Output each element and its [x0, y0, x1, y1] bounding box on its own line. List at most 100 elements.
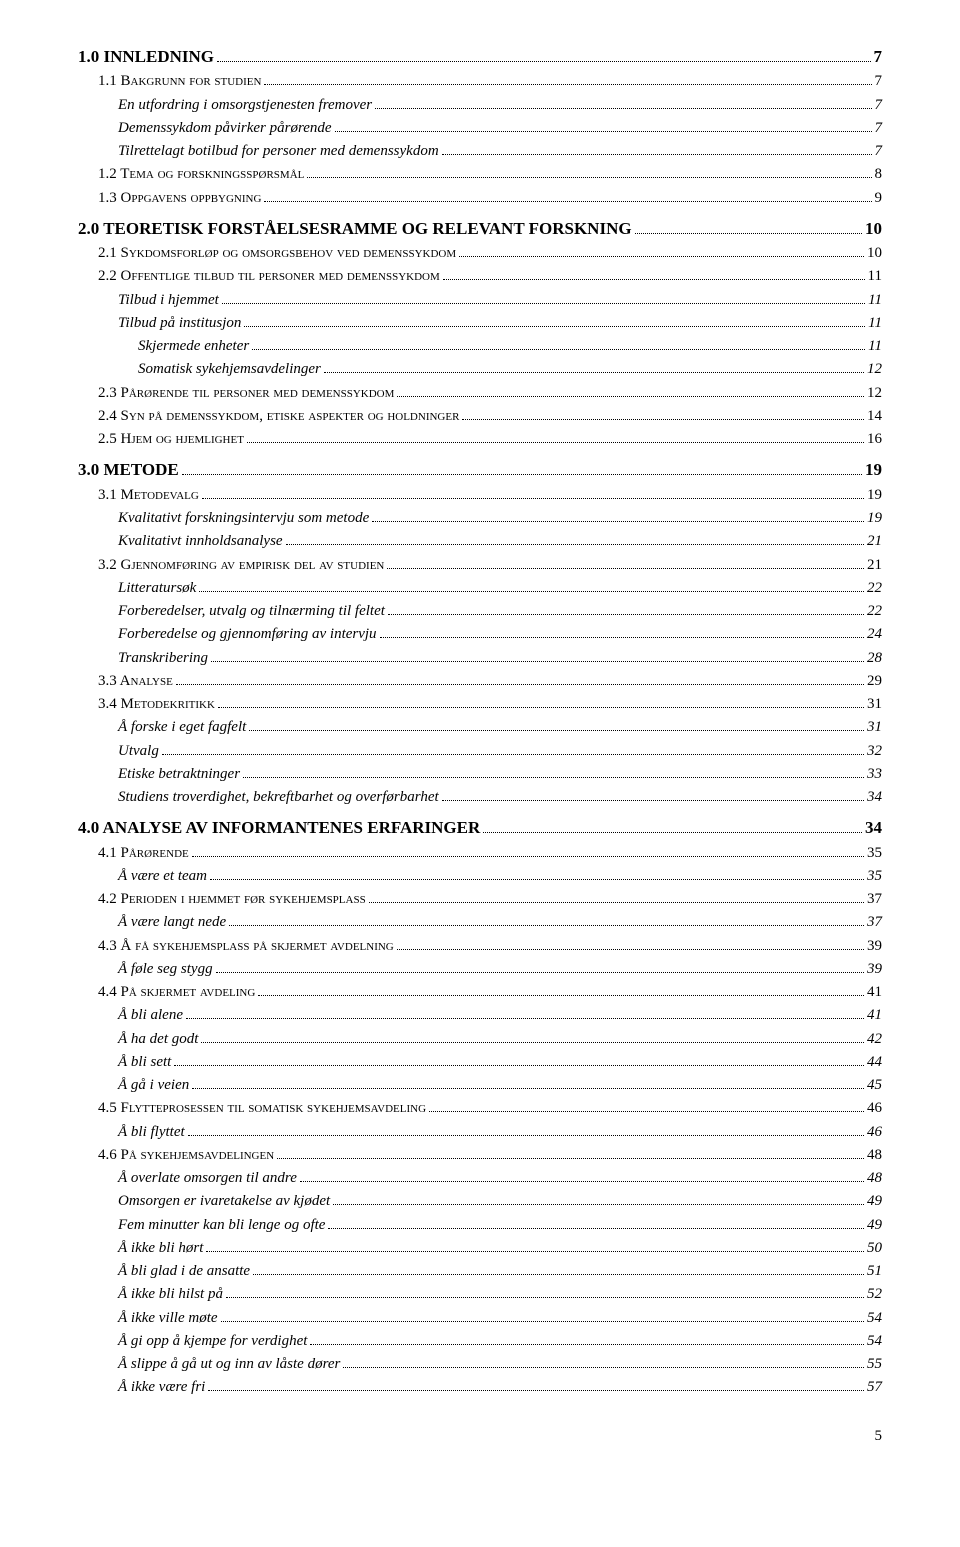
toc-entry-page: 22	[867, 577, 882, 600]
toc-dot-leader	[443, 268, 865, 281]
toc-entry: 3.4 Metodekritikk31	[78, 693, 882, 716]
toc-entry: Studiens troverdighet, bekreftbarhet og …	[78, 786, 882, 809]
toc-entry-page: 7	[875, 70, 883, 93]
toc-entry-page: 24	[867, 623, 882, 646]
toc-dot-leader	[199, 579, 864, 592]
toc-dot-leader	[249, 719, 864, 732]
toc-entry-page: 19	[867, 507, 882, 530]
toc-entry: 4.6 På sykehjemsavdelingen48	[78, 1144, 882, 1167]
toc-entry-label: Å være et team	[118, 865, 207, 888]
toc-entry: 1.3 Oppgavens oppbygning9	[78, 187, 882, 210]
toc-entry: Transkribering28	[78, 647, 882, 670]
toc-dot-leader	[442, 142, 872, 155]
toc-entry: Tilbud på institusjon 11	[78, 312, 882, 335]
toc-entry: Kvalitativt innholdsanalyse21	[78, 530, 882, 553]
toc-entry-label: Å bli flyttet	[118, 1121, 185, 1144]
toc-dot-leader	[218, 695, 864, 708]
toc-entry-label: Å ikke være fri	[118, 1376, 205, 1399]
toc-dot-leader	[192, 844, 864, 857]
toc-entry: Utvalg 32	[78, 740, 882, 763]
toc-entry-label: 2.1 Sykdomsforløp og omsorgsbehov ved de…	[98, 242, 456, 265]
toc-entry: 3.2 Gjennomføring av empirisk del av stu…	[78, 554, 882, 577]
toc-entry-label: Å bli glad i de ansatte	[118, 1260, 250, 1283]
toc-entry: Å ikke ville møte54	[78, 1307, 882, 1330]
toc-dot-leader	[397, 937, 864, 950]
toc-entry-label: Å gå i veien	[118, 1074, 189, 1097]
toc-dot-leader	[192, 1076, 864, 1089]
toc-dot-leader	[429, 1100, 864, 1113]
toc-dot-leader	[176, 672, 864, 685]
toc-entry: Forberedelse og gjennomføring av intervj…	[78, 623, 882, 646]
toc-entry-page: 48	[867, 1144, 882, 1167]
toc-entry-label: Å gi opp å kjempe for verdighet	[118, 1330, 307, 1353]
toc-dot-leader	[310, 1332, 864, 1345]
toc-entry-label: Utvalg	[118, 740, 159, 763]
toc-dot-leader	[210, 867, 864, 880]
toc-entry: 4.0 ANALYSE AV INFORMANTENES ERFARINGER3…	[78, 815, 882, 841]
toc-entry-page: 37	[867, 911, 882, 934]
toc-dot-leader	[264, 73, 871, 86]
toc-entry-page: 22	[867, 600, 882, 623]
toc-entry-label: 2.4 Syn på demenssykdom, etiske aspekter…	[98, 405, 459, 428]
toc-entry: Å være et team 35	[78, 865, 882, 888]
toc-entry-page: 11	[868, 312, 882, 335]
toc-dot-leader	[286, 533, 864, 546]
toc-entry-page: 41	[867, 981, 882, 1004]
toc-entry-page: 44	[867, 1051, 882, 1074]
toc-entry-page: 46	[867, 1121, 882, 1144]
toc-dot-leader	[324, 361, 864, 374]
toc-entry: Å bli flyttet 46	[78, 1121, 882, 1144]
toc-entry-page: 37	[867, 888, 882, 911]
toc-entry-label: Å forske i eget fagfelt	[118, 716, 246, 739]
toc-entry: Skjermede enheter11	[78, 335, 882, 358]
toc-dot-leader	[229, 914, 864, 927]
toc-dot-leader	[372, 509, 864, 522]
toc-entry-label: Tilbud på institusjon	[118, 312, 241, 335]
toc-entry-label: Etiske betraktninger	[118, 763, 240, 786]
toc-entry: Å gi opp å kjempe for verdighet 54	[78, 1330, 882, 1353]
toc-entry-label: Transkribering	[118, 647, 208, 670]
toc-entry: Etiske betraktninger33	[78, 763, 882, 786]
toc-entry-page: 39	[867, 935, 882, 958]
toc-entry-page: 55	[867, 1353, 882, 1376]
toc-dot-leader	[258, 983, 864, 996]
toc-entry: 4.1 Pårørende35	[78, 842, 882, 865]
toc-dot-leader	[375, 96, 871, 109]
toc-entry-label: 1.3 Oppgavens oppbygning	[98, 187, 261, 210]
toc-entry: 2.3 Pårørende til personer med demenssyk…	[78, 382, 882, 405]
toc-entry-page: 19	[865, 457, 882, 483]
toc-entry-page: 45	[867, 1074, 882, 1097]
toc-entry: 1.1 Bakgrunn for studien7	[78, 70, 882, 93]
toc-entry: 2.2 Offentlige tilbud til personer med d…	[78, 265, 882, 288]
toc-dot-leader	[216, 960, 864, 973]
toc-entry-label: 3.2 Gjennomføring av empirisk del av stu…	[98, 554, 384, 577]
toc-dot-leader	[307, 166, 871, 179]
toc-entry-page: 10	[865, 216, 882, 242]
toc-entry-page: 34	[865, 815, 882, 841]
toc-entry-page: 11	[868, 289, 882, 312]
toc-entry-label: Å bli sett	[118, 1051, 171, 1074]
toc-entry: En utfordring i omsorgstjenesten fremove…	[78, 94, 882, 117]
toc-entry-label: 2.5 Hjem og hjemlighet	[98, 428, 244, 451]
toc-dot-leader	[343, 1355, 864, 1368]
toc-dot-leader	[335, 119, 872, 132]
toc-entry-page: 32	[867, 740, 882, 763]
toc-dot-leader	[253, 1262, 864, 1275]
toc-entry: Å ikke bli hilst på52	[78, 1283, 882, 1306]
toc-entry: Forberedelser, utvalg og tilnærming til …	[78, 600, 882, 623]
toc-entry-page: 10	[867, 242, 882, 265]
toc-dot-leader	[206, 1239, 864, 1252]
toc-dot-leader	[252, 337, 865, 350]
toc-entry: 4.3 Å få sykehjemsplass på skjermet avde…	[78, 935, 882, 958]
toc-entry-page: 35	[867, 865, 882, 888]
toc-entry-page: 54	[867, 1330, 882, 1353]
toc-entry-page: 41	[867, 1004, 882, 1027]
toc-entry: Å slippe å gå ut og inn av låste dører55	[78, 1353, 882, 1376]
toc-entry-label: 2.3 Pårørende til personer med demenssyk…	[98, 382, 394, 405]
toc-entry-label: 4.4 På skjermet avdeling	[98, 981, 255, 1004]
toc-entry: 2.4 Syn på demenssykdom, etiske aspekter…	[78, 405, 882, 428]
toc-dot-leader	[483, 819, 862, 833]
toc-entry: 1.0 INNLEDNING7	[78, 44, 882, 70]
toc-entry-label: 4.5 Flytteprosessen til somatisk sykehje…	[98, 1097, 426, 1120]
toc-entry: 3.1 Metodevalg19	[78, 484, 882, 507]
